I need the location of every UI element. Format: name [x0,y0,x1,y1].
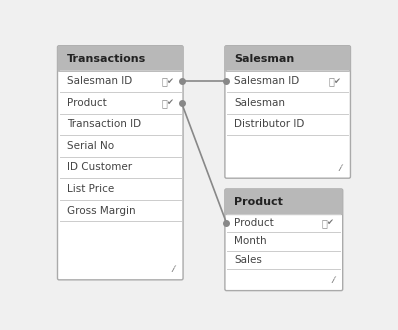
Text: Product: Product [234,218,274,228]
Text: Distributor ID: Distributor ID [234,119,304,129]
Text: Salesman: Salesman [234,98,285,108]
Bar [228,211,339,214]
Text: Product: Product [67,98,107,108]
Text: ✔: ✔ [166,98,173,107]
Text: Salesman ID: Salesman ID [234,76,299,86]
Text: ⚿: ⚿ [329,76,335,86]
Text: Sales: Sales [234,255,262,265]
Text: ⁄⁄: ⁄⁄ [173,265,175,275]
FancyBboxPatch shape [225,46,351,72]
FancyBboxPatch shape [225,189,343,215]
Text: Month: Month [234,236,267,246]
Text: Transactions: Transactions [67,54,146,64]
Bar [228,67,347,70]
Text: ✔: ✔ [326,218,333,227]
Text: ✔: ✔ [166,77,173,86]
FancyBboxPatch shape [57,46,183,72]
Text: ⚿: ⚿ [162,98,168,108]
Text: ✔: ✔ [334,77,340,86]
Text: Transaction ID: Transaction ID [67,119,141,129]
Text: ⁄⁄: ⁄⁄ [340,164,343,173]
Text: Serial No: Serial No [67,141,114,151]
Text: Salesman: Salesman [234,54,295,64]
FancyBboxPatch shape [225,189,343,291]
FancyBboxPatch shape [57,46,183,280]
Text: List Price: List Price [67,184,114,194]
Text: Product: Product [234,197,283,207]
Text: ID Customer: ID Customer [67,162,132,172]
FancyBboxPatch shape [225,46,351,178]
Text: Salesman ID: Salesman ID [67,76,132,86]
Text: ⚿: ⚿ [162,76,168,86]
Bar [60,67,180,70]
Text: ⁄⁄: ⁄⁄ [332,276,335,285]
Text: ⚿: ⚿ [321,218,327,228]
Text: Gross Margin: Gross Margin [67,206,135,215]
